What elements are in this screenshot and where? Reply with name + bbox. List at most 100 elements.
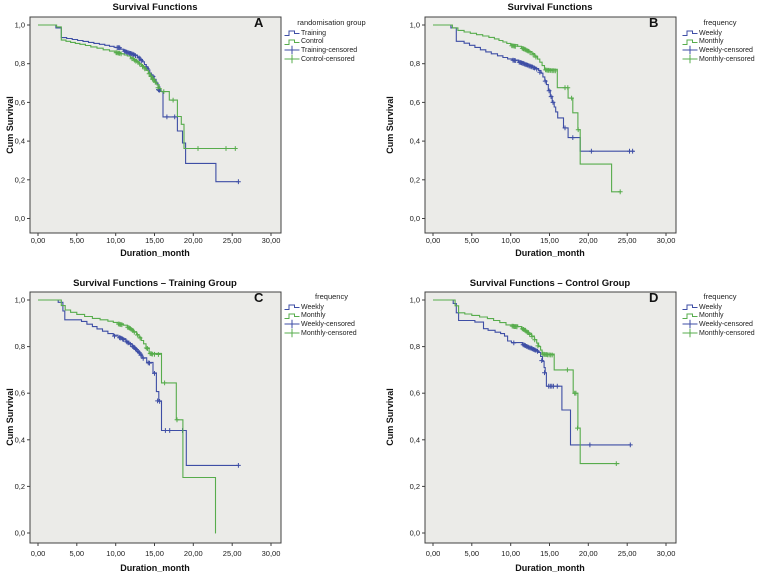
page-title: Survival Functions – Control Group	[469, 278, 631, 289]
x-tick-label: 30,00	[262, 549, 281, 558]
censor-marks-monthly	[116, 321, 180, 423]
panel-letter: B	[649, 15, 659, 30]
x-axis-label: Duration_month	[120, 248, 190, 258]
legend-entry-label: Monthly	[301, 312, 326, 320]
legend-entry-label: Control	[301, 38, 324, 46]
legend-entry-weekly-censored: Weekly-censored	[682, 46, 758, 55]
censor-marks-monthly	[509, 323, 619, 466]
x-tick-label: 25,00	[223, 236, 242, 245]
step-line-icon	[682, 304, 698, 311]
y-axis-label: Cum Survival	[5, 96, 15, 154]
legend-entry-label: Weekly-censored	[301, 320, 355, 328]
legend-entry-label: Weekly	[699, 29, 722, 37]
y-tick-label: 0,8	[15, 59, 25, 68]
legend-entry-weekly-censored: Weekly-censored	[284, 320, 379, 329]
censor-plus-icon	[682, 328, 698, 338]
censor-marks-control	[113, 50, 238, 151]
y-tick-label: 0,2	[410, 482, 420, 491]
x-tick-label: 0,00	[426, 549, 441, 558]
censor-plus-icon	[682, 54, 698, 64]
x-tick-label: 30,00	[262, 236, 281, 245]
legend-entry-training: Training	[284, 29, 379, 38]
step-line-icon	[682, 30, 698, 37]
x-axis: 0,00 5,00 10,00 15,00 20,00 25,00 30,00	[426, 543, 675, 558]
step-line-icon	[284, 30, 300, 37]
x-axis-label: Duration_month	[515, 248, 585, 258]
x-tick-label: 5,00	[69, 236, 84, 245]
y-tick-label: 0,8	[15, 342, 25, 351]
y-tick-label: 0,6	[15, 98, 25, 107]
y-tick-label: 0,0	[410, 214, 420, 223]
legend-entry-monthly-censored: Monthly-censored	[682, 54, 758, 64]
censor-plus-icon	[682, 46, 698, 55]
y-tick-label: 0,2	[410, 175, 420, 184]
legend-title: frequency	[703, 292, 737, 301]
x-tick-label: 25,00	[223, 549, 242, 558]
page-title: Survival Functions – Training Group	[73, 278, 237, 289]
survival-plot-b: 0,0 0,2 0,4 0,6 0,8 1,0 0,00 5,00 10,00 15,00 20,0…	[410, 16, 677, 245]
x-tick-label: 0,00	[426, 236, 441, 245]
censor-marks-weekly	[510, 57, 635, 154]
legend: frequency Weekly Monthly Weekly-censored Mo…	[284, 292, 379, 338]
step-line-icon	[284, 304, 300, 311]
y-tick-label: 0,6	[410, 98, 420, 107]
x-tick-label: 20,00	[579, 236, 598, 245]
y-axis: 0,0 0,2 0,4 0,6 0,8 1,0	[15, 296, 30, 538]
y-tick-label: 0,8	[410, 59, 420, 68]
x-tick-label: 10,00	[106, 549, 125, 558]
x-axis: 0,00 5,00 10,00 15,00 20,00 25,00 30,00	[426, 233, 676, 245]
y-tick-label: 0,4	[410, 435, 420, 444]
y-tick-label: 0,6	[15, 389, 25, 398]
censor-marks-weekly	[511, 340, 633, 448]
y-tick-label: 0,6	[410, 389, 420, 398]
y-tick-label: 1,0	[15, 21, 25, 30]
x-tick-label: 20,00	[184, 549, 203, 558]
censor-marks-monthly	[509, 43, 623, 195]
x-tick-label: 5,00	[69, 549, 84, 558]
y-tick-label: 0,4	[15, 137, 25, 146]
censor-marks-weekly	[112, 333, 241, 468]
panel-d: 0,0 0,2 0,4 0,6 0,8 1,0 0,00 5,00 10,00 15,00 20,0…	[379, 272, 758, 579]
x-tick-label: 5,00	[464, 549, 479, 558]
legend-title: randomisation group	[297, 18, 366, 27]
y-axis-label: Cum Survival	[385, 388, 395, 446]
y-tick-label: 0,2	[15, 175, 25, 184]
censor-plus-icon	[284, 54, 300, 64]
x-tick-label: 15,00	[540, 236, 559, 245]
y-tick-label: 1,0	[15, 296, 25, 305]
x-tick-label: 15,00	[540, 549, 559, 558]
x-tick-label: 25,00	[618, 236, 637, 245]
legend-entry-label: Monthly	[699, 312, 724, 320]
x-tick-label: 30,00	[657, 236, 676, 245]
legend-entry-weekly: Weekly	[682, 29, 758, 38]
step-line-icon	[284, 39, 300, 45]
censor-plus-icon	[284, 328, 300, 338]
legend-entry-weekly-censored: Weekly-censored	[682, 320, 758, 329]
y-axis-label: Cum Survival	[385, 96, 395, 154]
legend-title: frequency	[703, 18, 737, 27]
legend: frequency Weekly Monthly Weekly-censored Mo…	[682, 292, 758, 338]
legend-entry-label: Monthly-censored	[301, 329, 357, 337]
censor-plus-icon	[682, 320, 698, 329]
plot-area	[424, 16, 677, 234]
survival-plot-a: 0,0 0,2 0,4 0,6 0,8 1,0 0,00 5,00 10,00 15,00 20,0…	[15, 16, 282, 245]
x-axis: 0,00 5,00 10,00 15,00 20,00 25,00 30,00	[31, 543, 281, 558]
legend-entry-monthly-censored: Monthly-censored	[682, 328, 758, 338]
legend-entry-label: Weekly	[301, 303, 324, 311]
x-axis-label: Duration_month	[515, 563, 585, 573]
panel-letter: C	[254, 290, 264, 305]
page-title: Survival Functions	[112, 2, 198, 13]
y-tick-label: 0,0	[15, 214, 25, 223]
legend-entry-label: Monthly-censored	[699, 55, 755, 63]
x-tick-label: 5,00	[464, 236, 479, 245]
y-tick-label: 0,0	[15, 529, 25, 538]
x-tick-label: 10,00	[501, 236, 520, 245]
plot-area	[424, 291, 677, 544]
y-axis-label: Cum Survival	[5, 388, 15, 446]
x-axis-label: Duration_month	[120, 563, 190, 573]
panel-a: 0,0 0,2 0,4 0,6 0,8 1,0 0,00 5,00 10,00 15,00 20,0…	[0, 0, 379, 272]
censor-plus-icon	[284, 46, 300, 55]
legend-entry-training-censored: Training-censored	[284, 46, 379, 55]
plot-area	[29, 291, 282, 544]
y-axis: 0,0 0,2 0,4 0,6 0,8 1,0	[410, 21, 425, 223]
